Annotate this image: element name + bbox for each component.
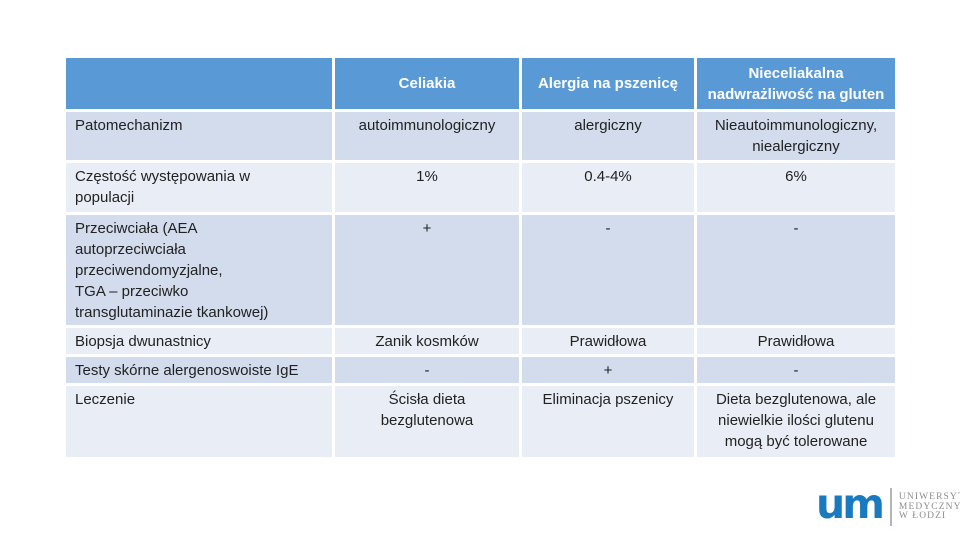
row-biopsja-dwunastnicy: Biopsja dwunastnicy Zanik kosmków Prawid… <box>66 328 895 354</box>
cell-value: Prawidłowa <box>697 328 895 354</box>
header-nieceliakalna-nadwrazliwosc: Nieceliakalna nadwrażliwość na gluten <box>697 58 895 109</box>
row-leczenie: Leczenie Ścisła dieta bezglutenowa Elimi… <box>66 386 895 457</box>
cell-value: - <box>697 357 895 383</box>
row-label: Częstość występowania w populacji <box>66 163 332 212</box>
cell-value: + <box>335 215 519 325</box>
row-label: Przeciwciała (AEA autoprzeciwciała przec… <box>66 215 332 325</box>
row-label: Leczenie <box>66 386 332 457</box>
cell-value: Nieautoimmunologiczny, niealergiczny <box>697 112 895 160</box>
cell-value: Dieta bezglutenowa, ale niewielkie ilośc… <box>697 386 895 457</box>
logo-divider <box>889 488 892 526</box>
cell-value: Prawidłowa <box>522 328 694 354</box>
cell-value: 1% <box>335 163 519 212</box>
row-label: Testy skórne alergenoswoiste IgE <box>66 357 332 383</box>
cell-value: autoimmunologiczny <box>335 112 519 160</box>
cell-value: + <box>522 357 694 383</box>
row-label: Patomechanizm <box>66 112 332 160</box>
university-name-line: MEDYCZNY <box>898 501 960 512</box>
row-testy-skorne: Testy skórne alergenoswoiste IgE - + - <box>66 357 895 383</box>
cell-value: Ścisła dieta bezglutenowa <box>335 386 519 457</box>
cell-value: - <box>522 215 694 325</box>
row-label: Biopsja dwunastnicy <box>66 328 332 354</box>
university-name-line: UNIWERSYTET <box>898 492 960 503</box>
cell-value: 6% <box>697 163 895 212</box>
university-logo: um UNIWERSYTET MEDYCZNY W ŁODZI <box>816 480 960 528</box>
header-empty-cell <box>66 58 332 109</box>
row-przeciwciala: Przeciwciała (AEA autoprzeciwciała przec… <box>66 215 895 325</box>
cell-value: alergiczny <box>522 112 694 160</box>
row-czestosc-wystepowania: Częstość występowania w populacji 1% 0.4… <box>66 163 895 212</box>
cell-value: - <box>335 357 519 383</box>
row-patomechanizm: Patomechanizm autoimmunologiczny alergic… <box>66 112 895 160</box>
header-celiakia: Celiakia <box>335 58 519 109</box>
cell-value: Eliminacja pszenicy <box>522 386 694 457</box>
cell-value: 0.4-4% <box>522 163 694 212</box>
header-alergia-na-pszenice: Alergia na pszenicę <box>522 58 694 109</box>
cell-value: - <box>697 215 895 325</box>
university-name: UNIWERSYTET MEDYCZNY W ŁODZI <box>899 493 960 521</box>
um-logo-mark: um <box>816 480 885 528</box>
university-name-line: W ŁODZI <box>898 511 947 522</box>
cell-value: Zanik kosmków <box>335 328 519 354</box>
table-header-row: Celiakia Alergia na pszenicę Nieceliakal… <box>66 58 895 109</box>
comparison-table: Celiakia Alergia na pszenicę Nieceliakal… <box>63 55 898 460</box>
